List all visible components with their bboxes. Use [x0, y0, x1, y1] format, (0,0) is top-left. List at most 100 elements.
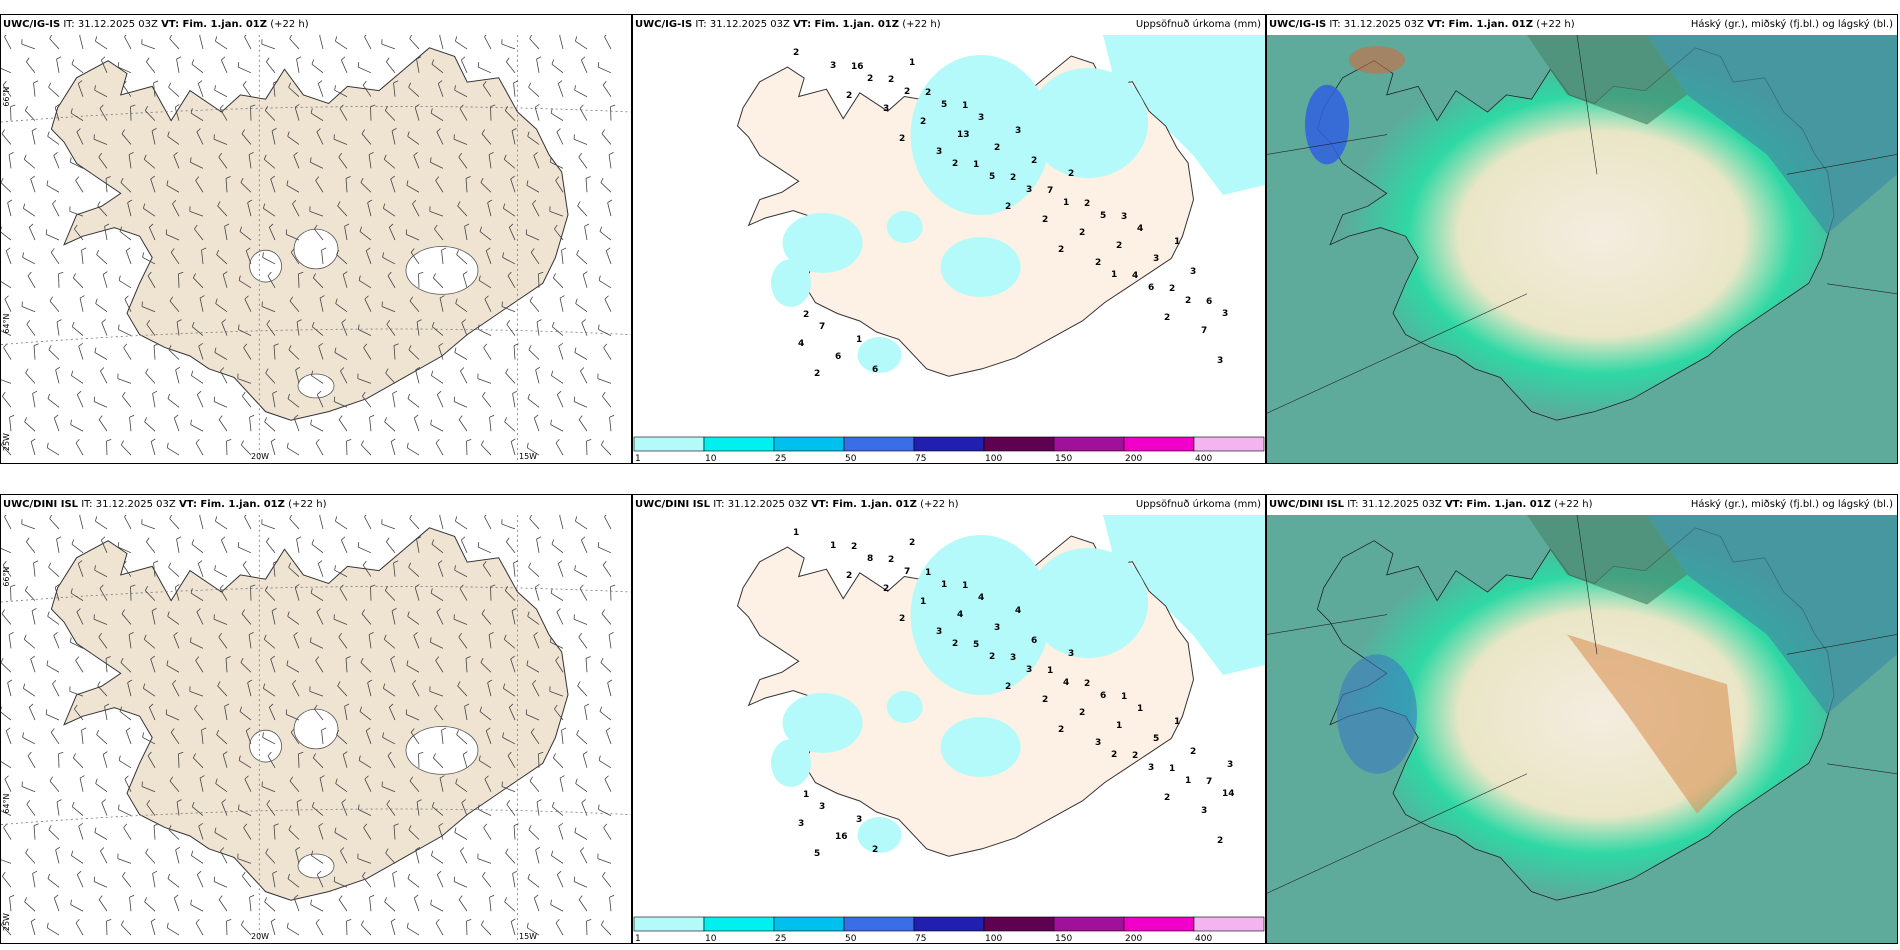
- precip-value: 1: [1185, 776, 1191, 786]
- precip-map[interactable]: 2 2 2 2 2 2 1 2 3 3 3 3 5 2 2 6 7 2 2 2 1 3 2 4 2 4 16 2 13 2 1 2 2 3 6 2 5 2…: [633, 35, 1265, 435]
- valid-time: VT: Fim. 1.jan. 01Z: [1444, 499, 1551, 510]
- colorbar-label: 200: [1125, 454, 1142, 463]
- colorbar-swatch: [773, 436, 845, 452]
- lat-64n-label: 64°N: [2, 794, 11, 814]
- precip-value: 1: [909, 58, 915, 68]
- lat-66n-label: 66°N: [2, 567, 11, 587]
- precip-value: 2: [1190, 747, 1196, 757]
- precip-value: 3: [1010, 653, 1016, 663]
- precip-value: 6: [1031, 636, 1037, 646]
- precip-value: 16: [835, 832, 848, 842]
- colorbar-label: 75: [915, 454, 926, 463]
- precip-value: 5: [989, 172, 995, 182]
- precip-value: 3: [978, 113, 984, 123]
- lon-25w-label: 25W: [2, 913, 11, 931]
- wind-panel-1: UWC/IG-IS IT: 31.12.2025 03Z VT: Fim. 1.…: [0, 14, 632, 464]
- precip-value: 2: [803, 310, 809, 320]
- precip-value: 3: [1026, 185, 1032, 195]
- precip-value: 3: [1015, 126, 1021, 136]
- precip-value: 2: [952, 159, 958, 169]
- precip-value: 2: [1116, 241, 1122, 251]
- precip-value: 3: [1217, 356, 1223, 366]
- precip-value: 1: [1169, 764, 1175, 774]
- precip-value: 6: [1100, 691, 1106, 701]
- precip-colorbar: 1 10 25 50 75 100 150 200 400: [633, 435, 1265, 463]
- precip-value: 2: [1079, 708, 1085, 718]
- precip-value: 2: [867, 74, 873, 84]
- precip-value: 7: [819, 322, 825, 332]
- precip-value: 2: [888, 555, 894, 565]
- init-time: IT: 31.12.2025 03Z: [695, 19, 790, 30]
- precip-value: 2: [846, 91, 852, 101]
- precip-title: Uppsöfnuð úrkoma (mm): [1135, 499, 1261, 510]
- colorbar-swatch: [1123, 916, 1195, 932]
- precip-value: 5: [1153, 734, 1159, 744]
- colorbar-swatch: [633, 916, 705, 932]
- colorbar-label: 100: [985, 454, 1002, 463]
- precip-value: 3: [798, 819, 804, 829]
- precip-value: 2: [1010, 173, 1016, 183]
- model-name: UWC/IG-IS: [635, 19, 693, 30]
- lat-64n-label: 64°N: [2, 314, 11, 334]
- precip-value: 2: [994, 143, 1000, 153]
- colorbar-swatch: [773, 916, 845, 932]
- colorbar-label: 25: [775, 454, 786, 463]
- precip-value: 2: [1042, 695, 1048, 705]
- wind-map[interactable]: 20W 15W 66°N 64°N 25W: [1, 515, 631, 943]
- precip-value: 1: [856, 335, 862, 345]
- precip-value: 7: [1206, 777, 1212, 787]
- model-name: UWC/IG-IS: [3, 19, 61, 30]
- precip-value: 3: [1153, 254, 1159, 264]
- precip-value: 5: [941, 100, 947, 110]
- precip-value: 4: [1132, 271, 1138, 281]
- panel-header: UWC/IG-IS IT: 31.12.2025 03Z VT: Fim. 1.…: [1, 15, 631, 35]
- precip-value: 3: [936, 627, 942, 637]
- precip-value: 3: [883, 104, 889, 114]
- precip-value: 8: [867, 554, 873, 564]
- model-name: UWC/DINI ISL: [3, 499, 79, 510]
- precip-title: Uppsöfnuð úrkoma (mm): [1135, 19, 1261, 30]
- colorbar-label: 10: [705, 454, 717, 463]
- precip-value: 1: [941, 580, 947, 590]
- precip-value: 5: [973, 640, 979, 650]
- colorbar-label: 150: [1055, 454, 1072, 463]
- colorbar-label: 200: [1125, 934, 1142, 943]
- precip-value: 2: [1132, 751, 1138, 761]
- precip-value: 1: [803, 790, 809, 800]
- precip-value: 1: [962, 101, 968, 111]
- precip-value: 2: [888, 75, 894, 85]
- colorbar-swatch: [703, 916, 775, 932]
- precip-value: 2: [846, 571, 852, 581]
- precip-value: 2: [814, 369, 820, 379]
- colorbar-swatch: [1193, 436, 1265, 452]
- precip-value: 1: [1063, 198, 1069, 208]
- precip-value: 1: [973, 160, 979, 170]
- init-time: IT: 31.12.2025 03Z: [1329, 19, 1424, 30]
- valid-time: VT: Fim. 1.jan. 01Z: [1427, 19, 1534, 30]
- precip-value: 4: [798, 339, 804, 349]
- precip-value: 2: [920, 117, 926, 127]
- colorbar-swatch: [1193, 916, 1265, 932]
- colorbar-label: 75: [915, 934, 926, 943]
- cloud-map[interactable]: [1267, 515, 1897, 943]
- precip-value: 2: [1005, 682, 1011, 692]
- precip-colorbar: 1 10 25 50 75 100 150 200 400: [633, 915, 1265, 943]
- cloud-map[interactable]: [1267, 35, 1897, 463]
- precip-value: 1: [1111, 270, 1117, 280]
- wind-map[interactable]: 20W 15W 66°N 64°N 25W: [1, 35, 631, 463]
- precip-value: 6: [1206, 297, 1212, 307]
- colorbar-label: 400: [1195, 454, 1212, 463]
- precip-value: 1: [1137, 704, 1143, 714]
- precip-value: 2: [952, 639, 958, 649]
- init-time: IT: 31.12.2025 03Z: [81, 499, 176, 510]
- precip-value: 2: [899, 614, 905, 624]
- precip-value: 1: [1174, 237, 1180, 247]
- colorbar-swatch: [913, 916, 985, 932]
- precip-value: 1: [1121, 692, 1127, 702]
- precip-value: 7: [1047, 186, 1053, 196]
- lat-66n-label: 66°N: [2, 87, 11, 107]
- colorbar-label: 25: [775, 934, 786, 943]
- precip-value: 4: [1063, 678, 1069, 688]
- precip-map[interactable]: 1 2 2 2 2 2 2 2 2 1 2 3 2 2 3 3 3 5 8 1 5 3 2 2 1 3 2 7 4 3 4 1 1 14 16 2 1 3…: [633, 515, 1265, 915]
- colorbar-swatch: [703, 436, 775, 452]
